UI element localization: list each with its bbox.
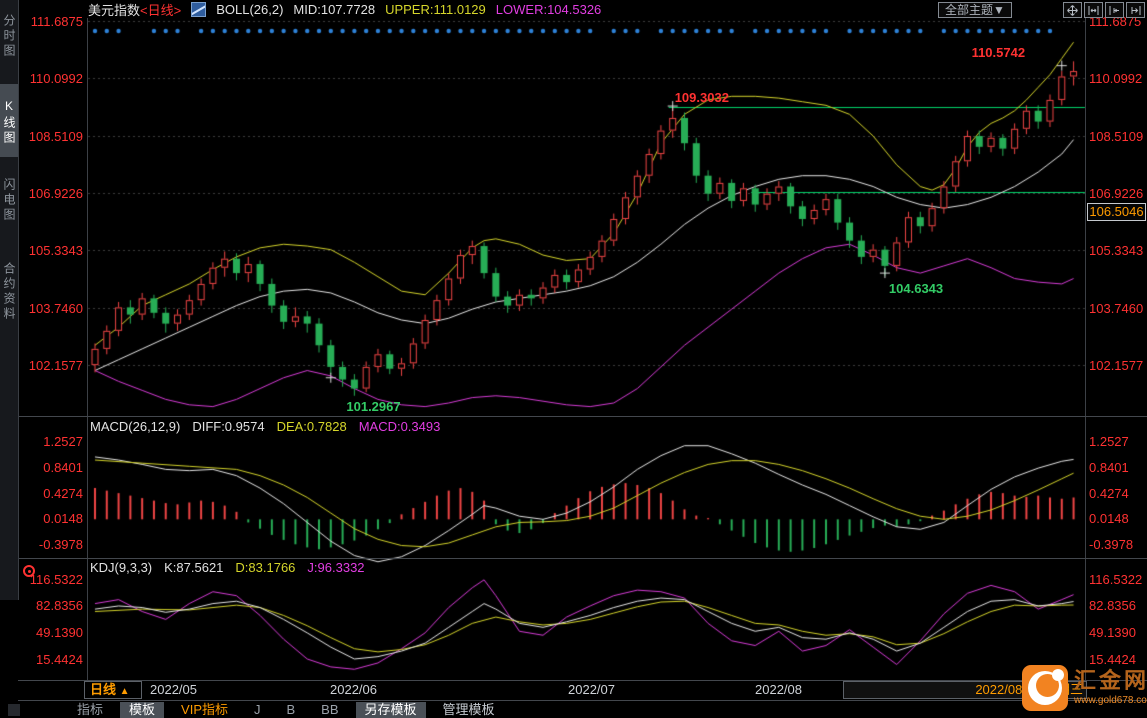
shift-right-icon[interactable]	[1126, 2, 1145, 18]
sidebar-item-contract-info[interactable]: 合约资料	[2, 262, 16, 322]
tab-j[interactable]: J	[254, 702, 261, 717]
macd-macd-value: MACD:0.3493	[358, 419, 441, 434]
boll-lower-value: LOWER:104.5326	[495, 2, 602, 17]
indicator-icon[interactable]	[191, 2, 207, 17]
macd-indicator-label: MACD(26,12,9)	[90, 419, 181, 434]
kdj-pane-divider	[18, 558, 1147, 559]
tab-indicators[interactable]: 指标	[77, 702, 104, 717]
logo-url: www.gold678.com	[1074, 695, 1147, 706]
chart-type-sidebar: 分时图 K线图 闪电图 合约资料	[0, 0, 19, 600]
pan-move-icon[interactable]	[1063, 2, 1082, 18]
macd-pane-divider	[18, 416, 1147, 417]
sidebar-item-flash-chart[interactable]: 闪电图	[2, 177, 16, 223]
kdj-k-value: K:87.5621	[164, 560, 224, 575]
period-selector-label: 日线	[90, 682, 117, 697]
tab-manage-template[interactable]: 管理模板	[442, 702, 495, 717]
tab-b[interactable]: B	[286, 702, 296, 717]
tab-bb[interactable]: BB	[321, 702, 339, 717]
plot-left-border	[87, 18, 88, 680]
site-logo: 汇金网 www.gold678.com	[1022, 661, 1147, 715]
theme-dropdown-button[interactable]: 全部主题▼	[938, 2, 1012, 18]
chart-header: 美元指数<日线> BOLL(26,2) MID:107.7728 UPPER:1…	[88, 1, 601, 18]
expand-horizontal-icon[interactable]	[1105, 2, 1124, 18]
kdj-d-value: D:83.1766	[235, 560, 296, 575]
sidebar-item-timeline-chart[interactable]: 分时图	[2, 13, 16, 59]
kdj-header: KDJ(9,3,3) K:87.5621 D:83.1766 J:96.3332	[90, 560, 365, 575]
macd-header: MACD(26,12,9) DIFF:0.9574 DEA:0.7828 MAC…	[90, 419, 440, 434]
period-label: <日线>	[140, 3, 182, 18]
x-axis-divider	[18, 680, 1147, 681]
symbol-title: 美元指数<日线>	[88, 0, 181, 19]
symbol-name: 美元指数	[88, 3, 141, 18]
price-marker-badge: 106.5046	[1087, 203, 1146, 221]
logo-icon	[1022, 665, 1068, 711]
tabbar-divider	[18, 700, 1147, 701]
period-up-arrow-icon: ▲	[119, 686, 130, 697]
boll-indicator-label: BOLL(26,2)	[216, 2, 284, 17]
compress-horizontal-icon[interactable]	[1084, 2, 1103, 18]
kdj-indicator-label: KDJ(9,3,3)	[90, 560, 153, 575]
corner-icon	[8, 704, 20, 716]
macd-dea-value: DEA:0.7828	[276, 419, 347, 434]
bottom-tabbar: 指标 模板 VIP指标 J B BB 另存模板 管理模板	[8, 702, 504, 718]
tab-templates[interactable]: 模板	[120, 702, 165, 718]
alert-icon[interactable]	[23, 565, 35, 577]
logo-title: 汇金网	[1074, 668, 1147, 693]
tab-vip-indicators[interactable]: VIP指标	[181, 702, 228, 717]
boll-mid-value: MID:107.7728	[293, 2, 376, 17]
kdj-j-value: J:96.3332	[307, 560, 365, 575]
plot-right-border	[1085, 18, 1086, 680]
tab-save-template[interactable]: 另存模板	[355, 702, 426, 718]
macd-diff-value: DIFF:0.9574	[192, 419, 265, 434]
period-selector[interactable]: 日线 ▲	[84, 681, 142, 699]
boll-upper-value: UPPER:111.0129	[385, 2, 486, 17]
sidebar-item-candle-chart[interactable]: K线图	[0, 84, 18, 157]
